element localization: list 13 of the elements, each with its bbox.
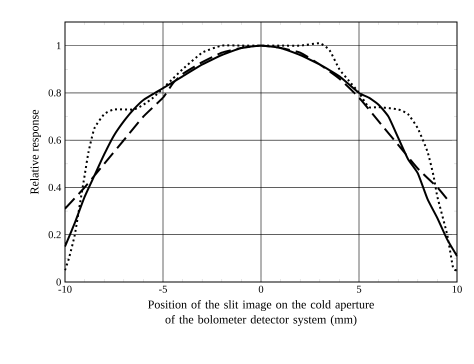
x-tick-label: -10 — [58, 286, 72, 293]
x-tick-label: 5 — [356, 286, 362, 293]
y-tick-label: 0.6 — [48, 136, 61, 144]
y-tick-label: 0 — [56, 278, 61, 286]
y-tick-label: 0.2 — [48, 231, 61, 238]
x-axis-title: Position of the slit image on the cold aperture of the bolometer detector system (mm) — [148, 300, 374, 326]
y-tick-label: 0.8 — [48, 89, 61, 96]
y-tick-label: 1 — [56, 42, 61, 50]
y-tick-label: 0.4 — [48, 184, 62, 192]
y-axis-title: Relative response — [30, 110, 41, 194]
x-tick-label: 10 — [452, 286, 462, 293]
x-tick-label: 0 — [258, 286, 264, 293]
x-tick-label: -5 — [159, 286, 167, 293]
